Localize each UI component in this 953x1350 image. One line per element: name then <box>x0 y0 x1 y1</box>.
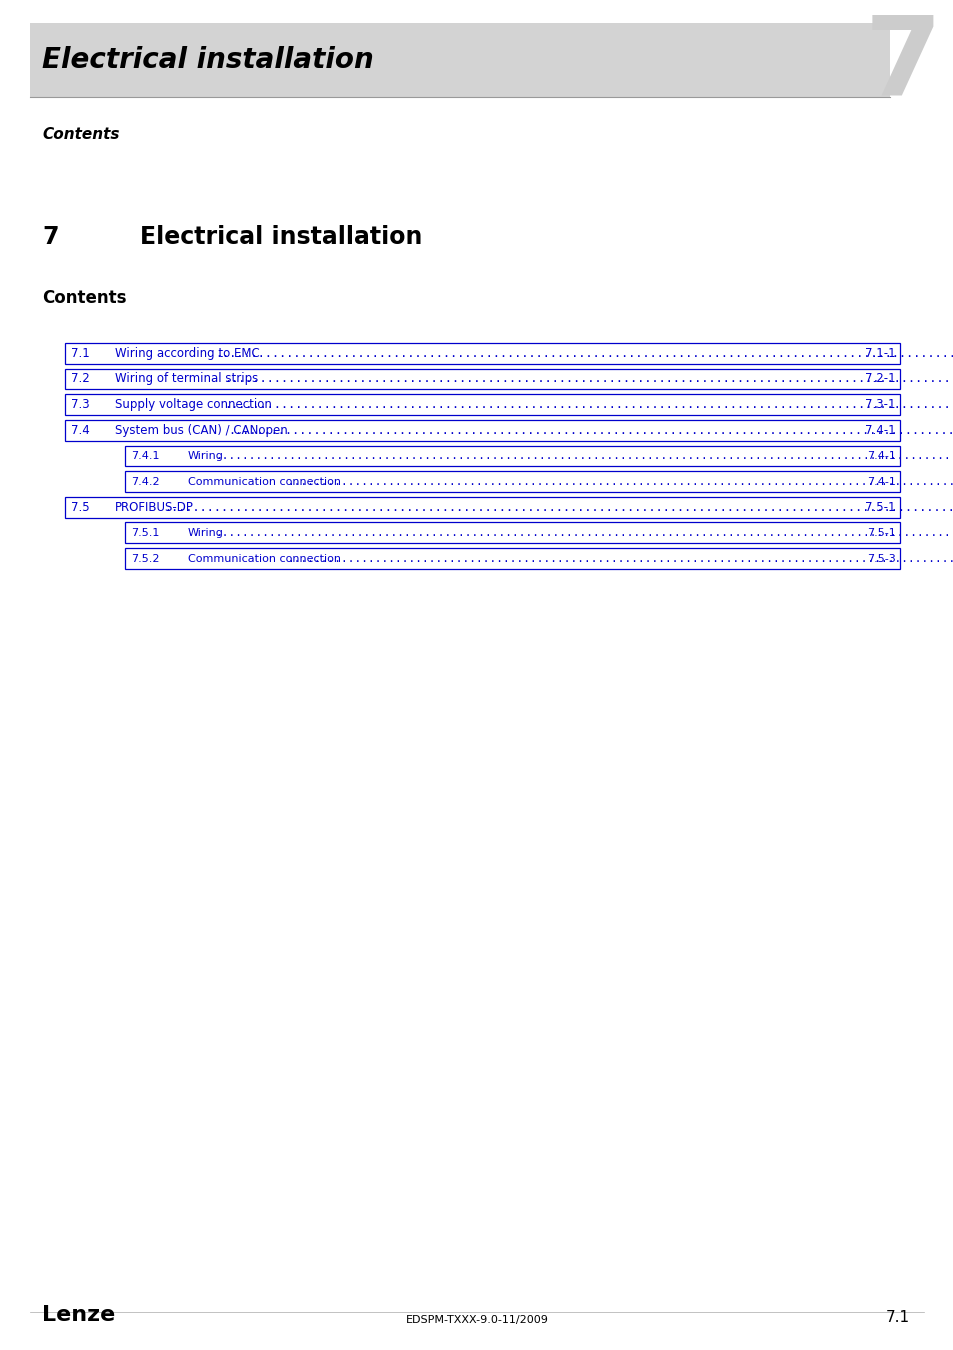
Text: 7.1: 7.1 <box>71 347 90 359</box>
Text: 7.3: 7.3 <box>71 398 90 410</box>
Text: 7.5-1: 7.5-1 <box>866 528 895 537</box>
Text: 7.4.1: 7.4.1 <box>131 451 159 460</box>
Text: ................................................................................: ........................................… <box>287 554 953 563</box>
Text: ................................................................................: ........................................… <box>215 347 953 359</box>
Text: Wiring: Wiring <box>188 528 224 537</box>
Text: 7.4-1: 7.4-1 <box>864 424 895 436</box>
Text: 7: 7 <box>42 225 58 248</box>
FancyBboxPatch shape <box>30 23 889 97</box>
Text: 7.5-1: 7.5-1 <box>864 501 895 514</box>
Text: ................................................................................: ........................................… <box>224 373 953 385</box>
Text: 7.1-1: 7.1-1 <box>864 347 895 359</box>
Text: 7.4: 7.4 <box>71 424 90 436</box>
Text: Communication connection: Communication connection <box>188 554 340 563</box>
Text: ................................................................................: ........................................… <box>214 451 953 460</box>
Text: Contents: Contents <box>42 127 119 142</box>
Text: 7.1: 7.1 <box>885 1311 909 1326</box>
Text: EDSPM-TXXX-9.0-11/2009: EDSPM-TXXX-9.0-11/2009 <box>405 1315 548 1326</box>
Text: 7.2-1: 7.2-1 <box>864 373 895 385</box>
Text: 7.5.1: 7.5.1 <box>131 528 159 537</box>
Text: Wiring according to EMC: Wiring according to EMC <box>115 347 259 359</box>
Text: Contents: Contents <box>42 289 127 306</box>
Text: 7.4-1: 7.4-1 <box>866 477 895 486</box>
Text: Communication connection: Communication connection <box>188 477 340 486</box>
Text: Supply voltage connection: Supply voltage connection <box>115 398 272 410</box>
Text: ................................................................................: ........................................… <box>165 501 953 514</box>
Text: 7.5.2: 7.5.2 <box>131 554 159 563</box>
Text: Wiring of terminal strips: Wiring of terminal strips <box>115 373 258 385</box>
Text: 7: 7 <box>863 9 941 117</box>
Text: 7.2: 7.2 <box>71 373 90 385</box>
Text: Lenze: Lenze <box>42 1305 115 1326</box>
Text: Wiring: Wiring <box>188 451 224 460</box>
Text: ................................................................................: ........................................… <box>214 528 953 537</box>
Text: Electrical installation: Electrical installation <box>42 46 374 74</box>
Text: ................................................................................: ........................................… <box>224 398 953 410</box>
Text: 7.4.2: 7.4.2 <box>131 477 159 486</box>
Text: 7.5-3: 7.5-3 <box>866 554 895 563</box>
Text: ................................................................................: ........................................… <box>229 424 953 436</box>
Text: 7.5: 7.5 <box>71 501 90 514</box>
Text: 7.3-1: 7.3-1 <box>864 398 895 410</box>
Text: System bus (CAN) / CANopen: System bus (CAN) / CANopen <box>115 424 288 436</box>
Text: PROFIBUS-DP: PROFIBUS-DP <box>115 501 193 514</box>
Text: 7.4-1: 7.4-1 <box>866 451 895 460</box>
Text: Electrical installation: Electrical installation <box>140 225 422 248</box>
Text: ................................................................................: ........................................… <box>287 477 953 486</box>
